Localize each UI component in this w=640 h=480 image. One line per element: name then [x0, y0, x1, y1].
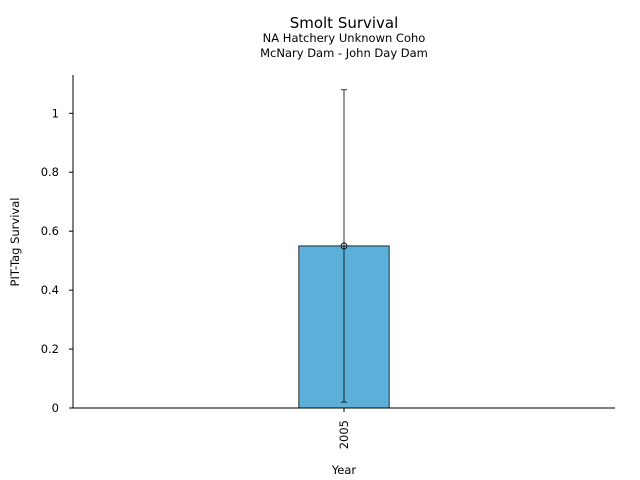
y-tick-label: 0.4 [41, 283, 59, 297]
y-tick-label: 0.2 [41, 342, 59, 356]
y-tick-label: 1 [52, 106, 59, 120]
y-tick-label: 0.6 [41, 224, 59, 238]
y-tick-label: 0 [52, 401, 59, 415]
y-axis-ticks: 0 0.2 0.4 0.6 0.8 1 [41, 106, 73, 415]
x-axis-ticks: 2005 [337, 408, 351, 449]
y-tick-label: 0.8 [41, 165, 59, 179]
x-axis-label: Year [331, 463, 357, 477]
x-tick-label: 2005 [337, 420, 351, 449]
point-marker-2005 [340, 242, 348, 250]
chart-subtitle-line-2: McNary Dam - John Day Dam [260, 46, 428, 60]
chart-subtitle-line-1: NA Hatchery Unknown Coho [263, 31, 426, 45]
plot-area [298, 89, 390, 409]
y-axis-label: PIT-Tag Survival [8, 198, 22, 287]
chart-title: Smolt Survival [290, 14, 399, 32]
